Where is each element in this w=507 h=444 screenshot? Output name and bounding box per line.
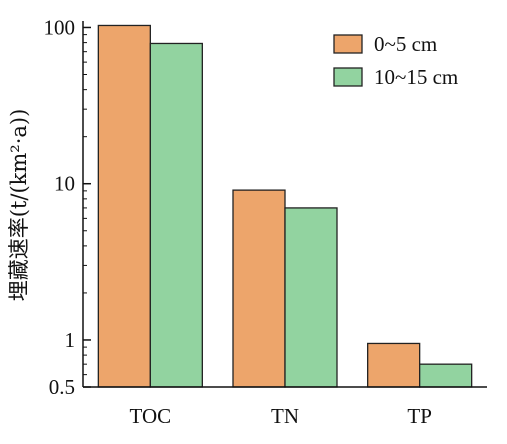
- bar-toc-series-2: [149, 42, 203, 388]
- x-tick-label: TP: [407, 404, 432, 428]
- bar-tn-series-1: [232, 189, 286, 388]
- x-tick-labels: TOC TN TP: [130, 404, 432, 428]
- bar-toc-series-1: [97, 24, 151, 388]
- y-tick-label: 10: [54, 172, 75, 196]
- y-tick-label: 1: [65, 328, 76, 352]
- axes: [82, 21, 487, 388]
- legend-swatch: [333, 34, 363, 54]
- bar-tp-series-2: [419, 363, 473, 388]
- legend-swatch: [333, 67, 363, 87]
- legend: 0~5 cm 10~15 cm: [333, 32, 458, 89]
- x-tick-label: TN: [271, 404, 299, 428]
- y-axis-label: 埋藏速率(t/(km²·a)): [7, 109, 31, 302]
- legend-label: 10~15 cm: [374, 65, 458, 89]
- y-tick-label: 0.5: [49, 375, 75, 399]
- y-axis-label-group: 埋藏速率(t/(km²·a)): [7, 109, 31, 302]
- bars: [97, 24, 473, 388]
- bar-tn-series-2: [284, 207, 338, 388]
- bar-tp-series-1: [367, 342, 421, 388]
- legend-label: 0~5 cm: [374, 32, 437, 56]
- x-tick-label: TOC: [130, 404, 172, 428]
- y-ticks: 0.5 1 10 100: [44, 15, 91, 399]
- y-tick-label: 100: [44, 15, 76, 39]
